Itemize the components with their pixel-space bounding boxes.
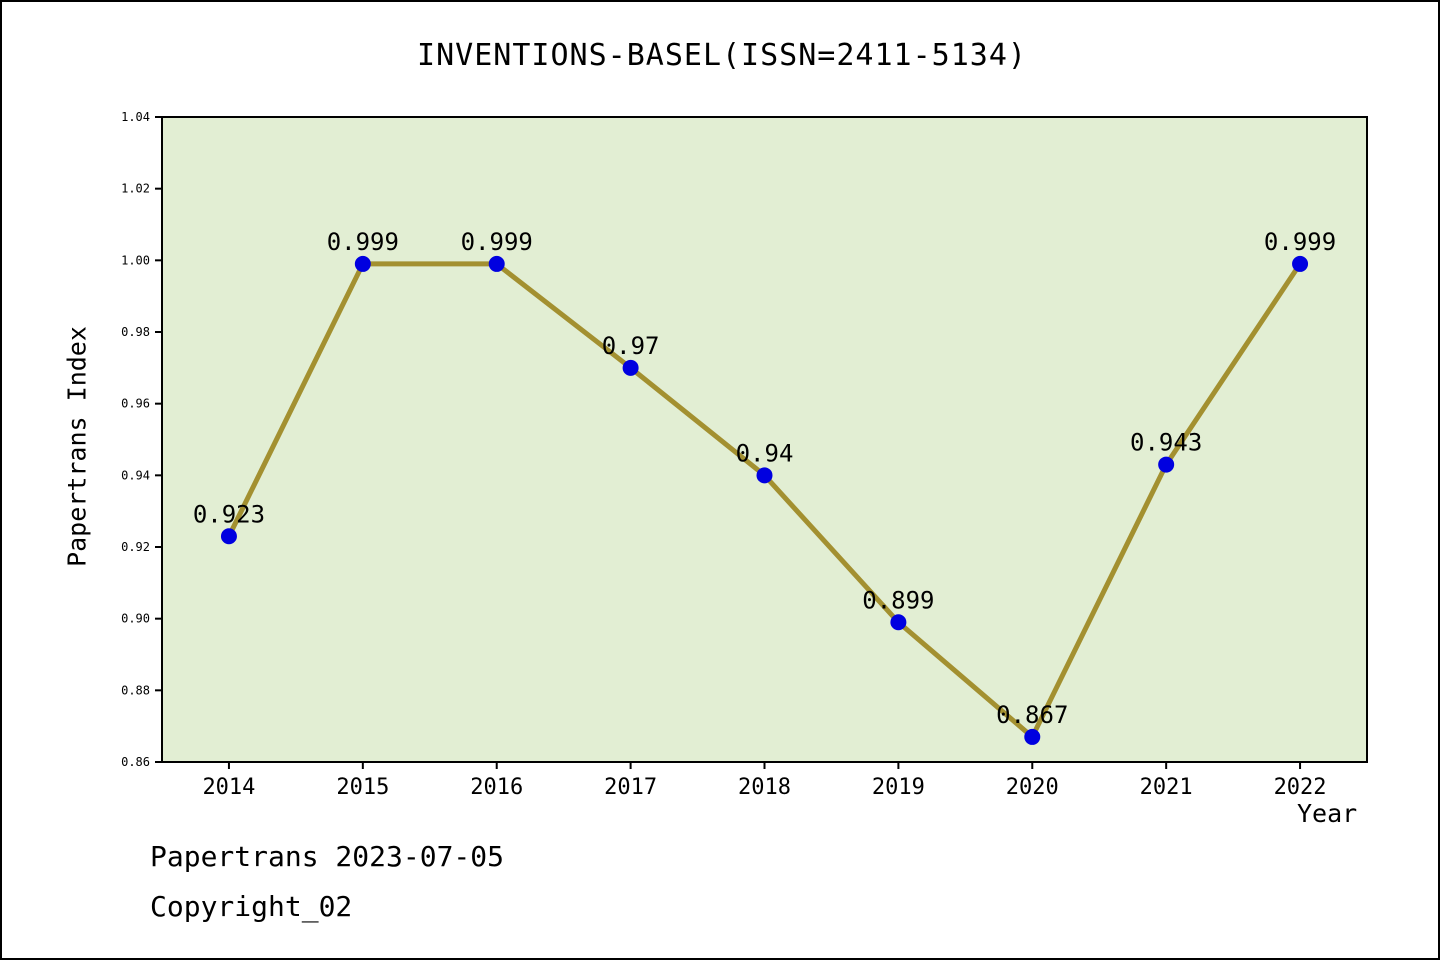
watermark-copyright: Copyright_02 [150,890,353,923]
data-point [220,528,237,545]
data-point [1158,456,1175,473]
x-tick-label: 2019 [872,775,925,800]
chart-title: INVENTIONS-BASEL(ISSN=2411-5134) [417,38,1027,73]
data-point [1024,728,1041,745]
x-axis-label: Year [1297,799,1358,828]
x-tick-label: 2021 [1140,775,1193,800]
x-tick-label: 2015 [336,775,389,800]
data-point [354,255,371,272]
point-label: 0.899 [862,586,934,614]
y-tick-label: 1.04 [121,110,150,124]
plot-area [161,116,1368,763]
data-point [488,255,505,272]
point-label: 0.943 [1130,429,1202,457]
point-label: 0.867 [996,701,1068,729]
y-tick-label: 0.98 [121,325,150,339]
x-tick-label: 2014 [202,775,255,800]
point-label: 0.94 [736,439,794,467]
point-label: 0.999 [327,228,399,256]
x-tick-label: 2017 [604,775,657,800]
y-tick-label: 0.94 [121,468,150,482]
data-point [756,467,773,484]
watermark-date: Papertrans 2023-07-05 [150,840,505,873]
y-tick-label: 0.88 [121,683,150,697]
y-tick-label: 0.90 [121,612,150,626]
y-tick-label: 1.02 [121,182,150,196]
point-label: 0.999 [461,228,533,256]
data-point [890,614,907,631]
y-tick-label: 1.00 [121,253,150,267]
point-label: 0.999 [1264,228,1336,256]
data-point [1292,255,1309,272]
y-tick-label: 0.92 [121,540,150,554]
point-label: 0.923 [193,500,265,528]
x-tick-label: 2018 [738,775,791,800]
x-tick-label: 2022 [1274,775,1327,800]
y-axis-label: Papertrans Index [62,326,92,567]
y-tick-label: 0.96 [121,397,150,411]
y-tick-label: 0.86 [121,755,150,769]
x-tick-label: 2020 [1006,775,1059,800]
x-tick-label: 2016 [470,775,523,800]
data-point [622,359,639,376]
point-label: 0.97 [602,332,660,360]
